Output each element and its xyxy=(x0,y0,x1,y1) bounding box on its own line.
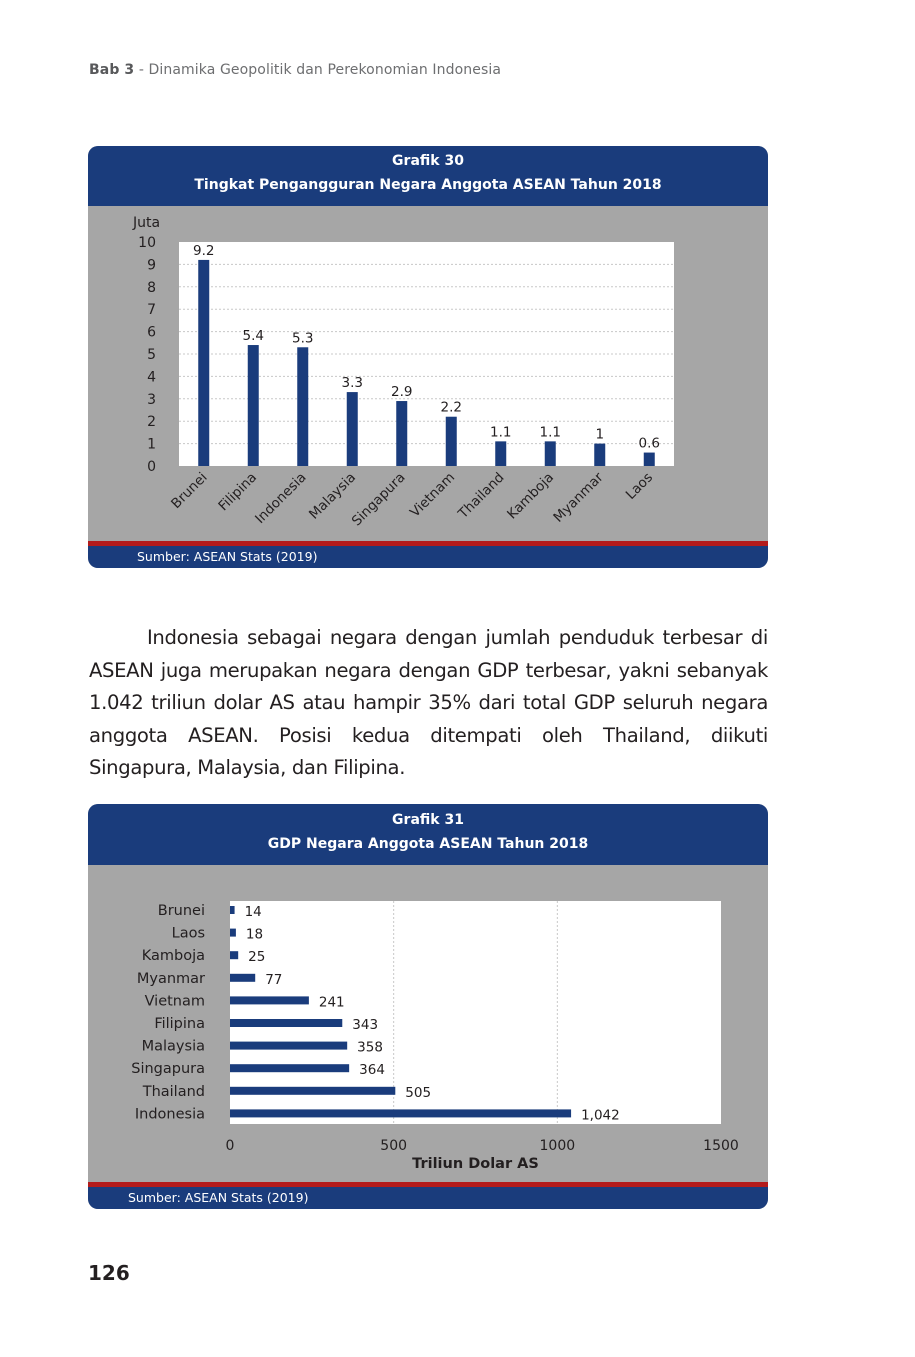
page-number: 126 xyxy=(88,1261,130,1285)
y-tick-label: 1 xyxy=(147,437,156,453)
bar xyxy=(594,443,606,466)
bar-value-label: 343 xyxy=(352,1017,378,1033)
bar xyxy=(396,401,408,466)
y-axis-label: Juta xyxy=(132,215,160,231)
y-tick-label: 5 xyxy=(147,347,156,363)
y-tick-label: 4 xyxy=(147,369,156,385)
figure-31-source: Sumber: ASEAN Stats (2019) xyxy=(128,1190,309,1205)
y-tick-label: Thailand xyxy=(142,1084,205,1100)
figure-31-header: Grafik 31 GDP Negara Anggota ASEAN Tahun… xyxy=(88,804,768,865)
bar xyxy=(297,347,309,466)
y-tick-label: 9 xyxy=(147,257,156,273)
bar xyxy=(643,452,655,466)
bar xyxy=(495,441,507,466)
figure-31-title: GDP Negara Anggota ASEAN Tahun 2018 xyxy=(267,836,589,852)
x-tick-label: Thailand xyxy=(455,470,508,523)
chapter-label: Bab 3 xyxy=(89,62,135,78)
bar xyxy=(230,1109,572,1118)
bar-value-label: 1 xyxy=(595,427,604,443)
figure-30-title: Tingkat Pengangguran Negara Anggota ASEA… xyxy=(194,177,662,193)
bar-value-label: 1.1 xyxy=(490,424,511,440)
bar-value-label: 25 xyxy=(248,949,265,965)
bar-value-label: 5.4 xyxy=(243,328,264,344)
bar xyxy=(230,1019,343,1027)
figure-31: Grafik 31 GDP Negara Anggota ASEAN Tahun… xyxy=(88,804,768,1209)
y-tick-label: Laos xyxy=(172,926,205,942)
x-axis-label: Triliun Dolar AS xyxy=(412,1156,539,1172)
x-tick-label: 1500 xyxy=(703,1138,739,1154)
bar-value-label: 241 xyxy=(319,994,345,1010)
x-tick-label: 500 xyxy=(380,1138,407,1154)
y-tick-label: Kamboja xyxy=(142,948,205,964)
body-paragraph: Indonesia sebagai negara dengan jumlah p… xyxy=(89,626,768,779)
y-tick-label: 0 xyxy=(147,459,156,475)
bar xyxy=(230,973,256,982)
figure-31-label: Grafik 31 xyxy=(392,812,464,828)
bar xyxy=(230,1086,396,1095)
x-tick-label: 1000 xyxy=(540,1138,576,1154)
bar xyxy=(230,1064,350,1073)
figure-30-footer: Sumber: ASEAN Stats (2019) xyxy=(88,541,768,568)
x-tick-label: Filipina xyxy=(215,470,260,515)
bar-value-label: 0.6 xyxy=(639,436,660,452)
bar xyxy=(230,906,235,914)
bar xyxy=(230,928,236,937)
figure-31-chart: 0 500 1000 1500 Triliun Dolar AS 14 Brunei 18 La… xyxy=(131,901,739,1172)
bar-value-label: 364 xyxy=(359,1062,385,1078)
bar xyxy=(544,441,556,466)
x-tick-label: Brunei xyxy=(168,470,210,512)
bar-value-label: 505 xyxy=(405,1085,431,1101)
bar xyxy=(230,1041,348,1050)
figure-30-label: Grafik 30 xyxy=(392,153,464,169)
y-tick-label: Myanmar xyxy=(137,971,205,987)
y-tick-label: Singapura xyxy=(131,1061,205,1077)
x-tick-label: Indonesia xyxy=(252,470,309,527)
bar-value-label: 14 xyxy=(245,904,262,920)
bar xyxy=(445,416,457,466)
bar-value-label: 2.9 xyxy=(391,384,412,400)
x-tick-label: Vietnam xyxy=(407,470,458,521)
y-tick-label: 8 xyxy=(147,280,156,296)
y-tick-label: 2 xyxy=(147,414,156,430)
bar-value-label: 1.1 xyxy=(540,424,561,440)
y-tick-label: Brunei xyxy=(158,903,205,919)
y-tick-label: 3 xyxy=(147,392,156,408)
bar xyxy=(346,392,358,466)
figure-30-header: Grafik 30 Tingkat Pengangguran Negara An… xyxy=(88,146,768,206)
figure-31-footer: Sumber: ASEAN Stats (2019) xyxy=(88,1182,768,1209)
y-tick-label: 10 xyxy=(138,235,156,251)
x-tick-label: Laos xyxy=(623,470,656,503)
figure-30-chart: 0 1 2 3 4 5 6 7 8 9 10 Juta 9.2 Brunei 5.4 Filipina 5.3 I… xyxy=(132,215,674,530)
chapter-title: Dinamika Geopolitik dan Perekonomian Ind… xyxy=(148,62,502,78)
bar-value-label: 3.3 xyxy=(342,375,363,391)
x-tick-label: Myanmar xyxy=(550,469,606,525)
bar xyxy=(230,996,309,1005)
bar-value-label: 1,042 xyxy=(581,1107,620,1123)
y-tick-label: Indonesia xyxy=(135,1106,205,1122)
y-tick-label: 7 xyxy=(147,302,156,318)
figure-30: Grafik 30 Tingkat Pengangguran Negara An… xyxy=(88,146,768,568)
x-tick-label: Kamboja xyxy=(504,470,557,523)
bar-value-label: 358 xyxy=(357,1040,383,1056)
running-head-separator: - xyxy=(134,62,149,78)
bar xyxy=(247,345,259,466)
x-tick-label: 0 xyxy=(226,1138,235,1154)
figure-30-source: Sumber: ASEAN Stats (2019) xyxy=(137,549,318,564)
bar-value-label: 2.2 xyxy=(441,400,462,416)
bar-value-label: 77 xyxy=(265,972,282,988)
bar-value-label: 9.2 xyxy=(193,243,214,259)
y-tick-label: Filipina xyxy=(154,1016,205,1032)
x-tick-label: Singapura xyxy=(349,470,409,530)
y-tick-label: 6 xyxy=(147,325,156,341)
running-head: Bab 3 - Dinamika Geopolitik dan Perekono… xyxy=(89,62,501,78)
y-tick-label: Vietnam xyxy=(145,993,205,1009)
bar xyxy=(230,951,239,960)
bar xyxy=(198,259,210,466)
bar-value-label: 5.3 xyxy=(292,330,313,346)
y-tick-label: Malaysia xyxy=(142,1039,205,1055)
bar-value-label: 18 xyxy=(246,927,263,943)
